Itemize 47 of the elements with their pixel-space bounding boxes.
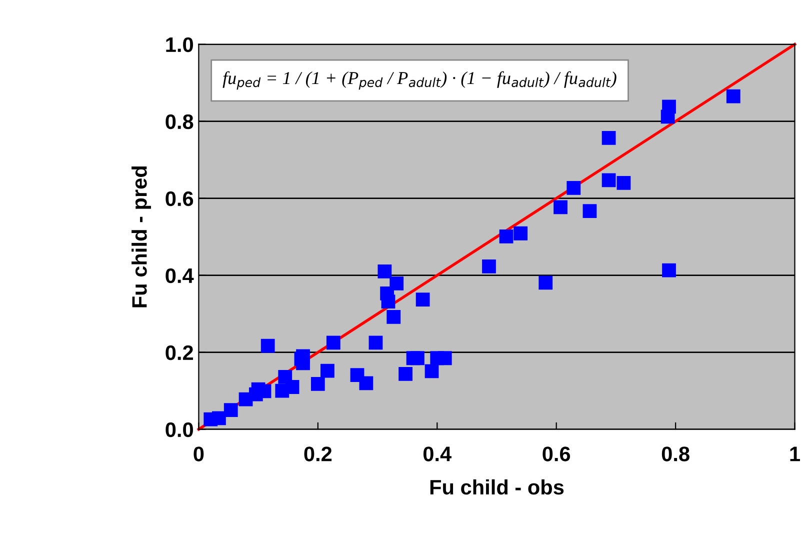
y-tick-label: 0.8 xyxy=(166,114,194,130)
y-tick-label: 0.0 xyxy=(166,422,193,438)
point xyxy=(398,366,412,381)
point xyxy=(326,336,340,350)
point xyxy=(285,380,300,394)
y-axis-title: Fu child - pred xyxy=(132,166,151,308)
point xyxy=(416,292,430,307)
point xyxy=(368,336,383,350)
x-tick-label: 1 xyxy=(790,446,800,462)
point xyxy=(386,310,401,324)
text: fu$_{ped}$ = 1 / (1 + (P$_{ped}$ / P$_{adult}$) · (1 − fu$_{adult}$) / fu$_{adult}$) xyxy=(222,71,616,90)
x-tick-label: 0.8 xyxy=(662,446,690,462)
point xyxy=(410,351,424,366)
point xyxy=(662,263,676,278)
point xyxy=(438,351,452,366)
point xyxy=(390,276,404,290)
point xyxy=(381,294,396,308)
point xyxy=(499,230,514,244)
y-tick-label: 0.6 xyxy=(166,191,194,206)
point xyxy=(726,89,740,104)
point xyxy=(602,173,616,188)
point xyxy=(260,338,275,353)
point xyxy=(212,411,226,426)
y-tick-label: 1.0 xyxy=(166,37,193,52)
point xyxy=(602,130,616,145)
y-tick-label: 0.2 xyxy=(166,345,193,360)
point xyxy=(582,204,597,218)
y-tick-label: 0.4 xyxy=(166,268,194,284)
point xyxy=(616,176,631,190)
point xyxy=(662,100,676,114)
point xyxy=(482,260,496,274)
point xyxy=(554,200,568,214)
point xyxy=(296,356,310,370)
x-tick-label: 0 xyxy=(194,446,204,462)
x-tick-label: 0.4 xyxy=(423,446,452,462)
point xyxy=(310,376,325,391)
point xyxy=(224,403,238,418)
point xyxy=(378,264,392,278)
x-tick-label: 0.2 xyxy=(304,446,332,462)
point xyxy=(566,180,581,195)
point xyxy=(424,364,439,378)
x-tick-label: 0.6 xyxy=(542,446,570,462)
point xyxy=(359,376,374,390)
point xyxy=(514,226,528,240)
x-axis-title: Fu child - obs xyxy=(430,479,564,495)
point xyxy=(538,276,553,290)
point xyxy=(320,364,334,378)
